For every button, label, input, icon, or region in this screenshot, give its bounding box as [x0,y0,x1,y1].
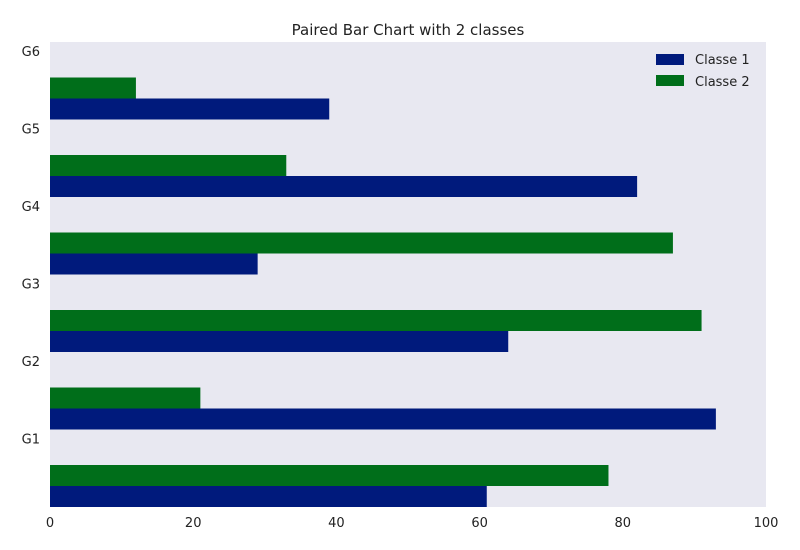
bar-g5-series-1 [50,176,638,197]
bar-g2-series-1 [50,408,716,430]
bar-g1-series-1 [50,486,487,507]
bar-g4-series-2 [50,232,673,254]
chart-title: Paired Bar Chart with 2 classes [292,21,525,39]
x-tick-label-100: 100 [754,516,779,531]
x-tick-label-20: 20 [185,516,202,531]
y-tick-label-g6: G6 [22,45,40,60]
x-tick-label-60: 60 [471,516,488,531]
bar-g6-series-2 [50,77,136,99]
legend-swatch-classe-1 [656,54,684,65]
bar-g2-series-2 [50,387,201,409]
x-tick-label-0: 0 [46,516,54,531]
x-axis-tick-labels: 0 20 40 60 80 100 [46,516,779,531]
x-tick-label-40: 40 [328,516,345,531]
legend-label-classe-1: Classe 1 [695,53,750,68]
bar-g5-series-2 [50,155,287,176]
bars-group [50,77,716,507]
legend: Classe 1 Classe 2 [656,53,750,90]
y-tick-label-g3: G3 [22,278,40,293]
bar-g3-series-2 [50,310,702,331]
y-tick-label-g5: G5 [22,123,40,138]
y-tick-label-g2: G2 [22,355,40,370]
bar-g1-series-2 [50,465,609,486]
legend-swatch-classe-2 [656,75,684,86]
bar-g6-series-1 [50,98,330,120]
y-tick-label-g4: G4 [22,200,40,215]
y-axis-tick-labels: G1 G2 G3 G4 G5 G6 [22,45,40,448]
legend-label-classe-2: Classe 2 [695,75,750,90]
y-tick-label-g1: G1 [22,433,40,448]
bar-g4-series-1 [50,253,258,275]
bar-g3-series-1 [50,331,509,352]
x-tick-label-80: 80 [615,516,632,531]
